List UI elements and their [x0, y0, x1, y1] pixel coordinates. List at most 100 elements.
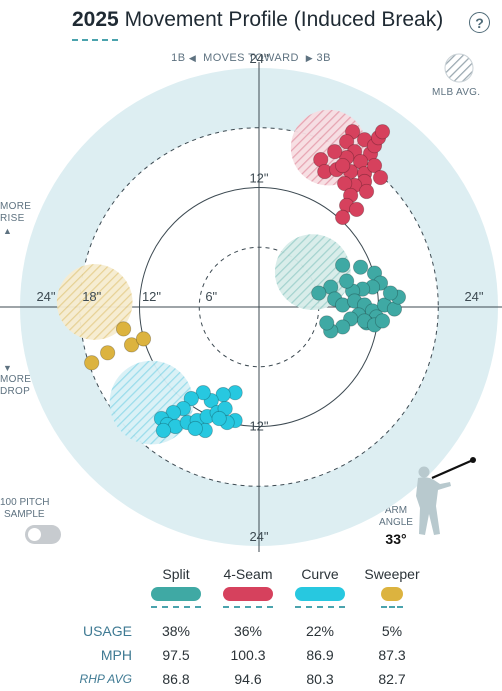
- rise-line-2: RISE: [0, 213, 25, 224]
- usage-row: USAGE 38% 36% 22% 5%: [62, 619, 428, 643]
- drop-line-1: MORE: [0, 374, 32, 385]
- pitch-point-4seam: [374, 124, 391, 140]
- mph-row: MPH 97.5 100.3 86.9 87.3: [62, 643, 428, 667]
- rhp-curve: 80.3: [306, 671, 334, 687]
- pitch-header-row: Split 4-Seam Curve Sweeper: [62, 563, 428, 585]
- tick-label-right-24: 24": [464, 289, 483, 304]
- tick-label-bottom-24: 24": [249, 529, 268, 544]
- rhp-sweeper: 82.7: [378, 671, 406, 687]
- usage-split: 38%: [161, 623, 191, 639]
- pitch-stats-table: Split 4-Seam Curve Sweeper USAGE 38% 36%…: [62, 563, 428, 691]
- pitch-point-4seam: [327, 144, 343, 160]
- pitch-point-4seam: [337, 175, 353, 192]
- sample-line-2: SAMPLE: [4, 509, 45, 520]
- pitch-point-split: [339, 273, 355, 289]
- swatch-curve[interactable]: [295, 587, 345, 601]
- sample-toggle[interactable]: [25, 525, 61, 544]
- usage-curve: 22%: [305, 623, 335, 639]
- pitch-point-split: [319, 315, 335, 331]
- swatch-row: [62, 585, 428, 619]
- pitch-point-sweeper: [84, 355, 100, 371]
- tick-label-left-12: 12": [142, 289, 161, 304]
- tick-label-left-24: 24": [36, 289, 55, 304]
- direction-left: 1B: [171, 52, 186, 64]
- more-rise-label: MORE RISE ▲: [0, 201, 31, 237]
- arm-angle-value: 33°: [385, 531, 407, 547]
- rhp-4seam: 94.6: [234, 671, 262, 687]
- mlb-avg-label: MLB AVG.: [432, 87, 481, 98]
- pitch-point-split: [352, 259, 369, 275]
- pitch-point-4seam: [348, 201, 365, 218]
- title-year: 2025: [72, 8, 119, 31]
- pitch-point-split: [382, 285, 399, 301]
- swatch-underline: [295, 606, 345, 608]
- rhp-split: 86.8: [162, 671, 190, 687]
- swatch-4seam[interactable]: [223, 587, 273, 601]
- mlb-avg-sweeper: [56, 264, 133, 340]
- rise-line-1: MORE: [0, 201, 32, 212]
- pitch-point-4seam: [339, 134, 355, 150]
- direction-label: 1B ◀ MOVES TOWARD ▶ 3B: [0, 52, 502, 64]
- page-title: 2025 Movement Profile (Induced Break): [72, 8, 443, 32]
- direction-middle: MOVES TOWARD: [203, 52, 299, 64]
- swatch-sweeper[interactable]: [381, 587, 403, 601]
- mph-curve: 86.9: [306, 647, 334, 663]
- more-drop-label: ▼ MORE DROP: [0, 362, 31, 398]
- left-arrow-icon: ◀: [188, 53, 197, 63]
- pitch-point-sweeper: [115, 321, 132, 337]
- swatch-underline: [381, 606, 403, 608]
- sample-label: 100 PITCH SAMPLE: [0, 497, 49, 521]
- usage-sweeper: 5%: [381, 623, 403, 639]
- pitch-point-split: [374, 313, 391, 329]
- direction-right: 3B: [316, 52, 331, 64]
- pitch-point-4seam: [358, 183, 375, 200]
- pitch-point-sweeper: [123, 337, 140, 353]
- movement-plot: 24" 12" 12" 24" 24" 18" 12" 6" 24": [0, 51, 502, 552]
- ball-icon: [470, 457, 476, 463]
- tick-label-top-12: 12": [249, 171, 268, 186]
- toggle-knob: [28, 528, 41, 541]
- drop-line-2: DROP: [0, 386, 31, 397]
- pitch-point-4seam: [335, 157, 351, 174]
- right-arrow-icon: ▶: [305, 53, 314, 63]
- arm-line-2: ANGLE: [379, 517, 413, 528]
- pitch-point-curve: [195, 385, 211, 401]
- arm-angle-figure-icon: [416, 457, 476, 535]
- pitch-point-curve: [187, 420, 203, 437]
- pitch-name-curve: Curve: [301, 566, 339, 582]
- title-text: Movement Profile (Induced Break): [124, 8, 444, 31]
- tick-label-left-18: 18": [82, 289, 101, 304]
- pitch-point-curve: [183, 391, 199, 407]
- mph-split: 97.5: [162, 647, 190, 663]
- row-label-rhp-avg: RHP AVG: [79, 672, 132, 686]
- swatch-underline: [223, 606, 273, 608]
- swatch-underline: [151, 606, 201, 608]
- mph-4seam: 100.3: [230, 647, 266, 663]
- pitch-point-4seam: [366, 157, 383, 174]
- tick-label-left-6: 6": [205, 289, 217, 304]
- up-arrow-icon: ▲: [3, 226, 13, 236]
- mph-sweeper: 87.3: [378, 647, 406, 663]
- row-label-usage: USAGE: [82, 623, 132, 639]
- pitch-point-split: [335, 257, 351, 273]
- pitch-name-sweeper: Sweeper: [364, 566, 420, 582]
- pitch-point-split: [311, 285, 327, 301]
- pitch-point-4seam: [372, 169, 389, 186]
- down-arrow-icon: ▼: [3, 363, 13, 373]
- tick-label-top-24: 24": [249, 51, 268, 66]
- title-block: 2025 Movement Profile (Induced Break): [72, 8, 443, 41]
- pitch-point-sweeper: [135, 331, 152, 347]
- pitch-point-curve: [155, 422, 171, 439]
- arm-angle-label: ARM ANGLE: [376, 505, 416, 529]
- pitch-point-curve: [211, 410, 227, 427]
- row-label-mph: MPH: [100, 647, 132, 663]
- arm-line-1: ARM: [384, 505, 408, 516]
- tick-label-bottom-12: 12": [249, 419, 268, 434]
- help-icon[interactable]: ?: [469, 12, 490, 33]
- pitch-point-4seam: [335, 209, 351, 225]
- pitch-name-split: Split: [162, 566, 190, 582]
- rhp-avg-row: RHP AVG 86.8 94.6 80.3 82.7: [62, 667, 428, 691]
- swatch-split[interactable]: [151, 587, 201, 601]
- pitch-point-sweeper: [100, 345, 116, 361]
- pitch-name-4seam: 4-Seam: [223, 566, 273, 582]
